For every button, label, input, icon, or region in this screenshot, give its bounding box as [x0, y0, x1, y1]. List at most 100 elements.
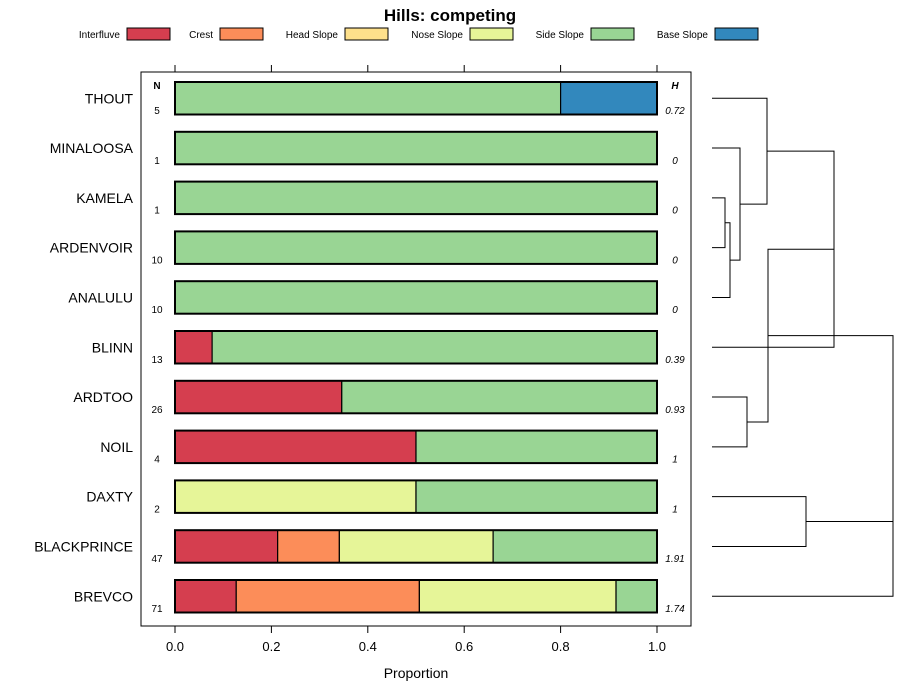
bar-outline	[174, 180, 658, 216]
n-header: N	[153, 81, 160, 92]
legend-label-head-slope: Head Slope	[286, 30, 339, 41]
bar-segment-nose-slope	[174, 479, 417, 514]
bar-segment-side-slope	[415, 430, 658, 464]
x-tick-label: 0.0	[166, 639, 184, 654]
bar-segment-side-slope	[174, 131, 658, 165]
row-label: BLINN	[92, 339, 133, 355]
h-header: H	[671, 81, 679, 92]
row-label: ARDTOO	[73, 389, 133, 405]
h-value: 1	[672, 455, 678, 466]
row-label: THOUT	[85, 90, 134, 106]
bar-outline	[174, 579, 658, 614]
h-value: 0.39	[665, 355, 685, 366]
dendrogram-link	[712, 521, 894, 597]
h-value: 0	[672, 305, 678, 316]
bar-outline	[174, 81, 658, 116]
x-tick-label: 0.6	[455, 639, 473, 654]
bar-segment-side-slope	[615, 579, 658, 614]
x-tick-label: 0.2	[262, 639, 280, 654]
bar-segment-side-slope	[341, 380, 658, 414]
legend-swatch-head-slope	[344, 27, 389, 41]
bar-segment-side-slope	[211, 330, 658, 365]
bar-outline	[174, 379, 658, 415]
h-value: 0.93	[665, 405, 685, 416]
bar-segment-interfluve	[174, 330, 213, 365]
n-value: 13	[151, 355, 163, 366]
chart-title: Hills: competing	[384, 6, 516, 25]
bar-outline	[174, 429, 658, 465]
h-value: 1	[672, 504, 678, 515]
row-label: BLACKPRINCE	[34, 538, 133, 554]
legend-label-base-slope: Base Slope	[657, 30, 709, 41]
h-value: 0	[672, 206, 678, 217]
row-label: ARDENVOIR	[50, 240, 133, 256]
bar-segment-side-slope	[174, 81, 562, 116]
bar-outline	[174, 529, 658, 564]
x-axis: 0.0 0.2 0.4 0.6 0.8 1.0	[166, 65, 666, 654]
bar-segment-side-slope	[174, 181, 658, 215]
bar-segment-crest	[235, 579, 420, 614]
bar-outline	[174, 230, 658, 265]
dendrogram	[712, 97, 894, 597]
row-label: BREVCO	[74, 588, 133, 604]
bar-segment-base-slope	[559, 81, 658, 116]
bar-segment-side-slope	[415, 479, 658, 514]
bar-outline	[174, 280, 658, 315]
x-tick-label: 0.8	[552, 639, 570, 654]
h-value: 0.72	[665, 106, 685, 117]
n-value: 2	[154, 504, 160, 515]
h-value: 0	[672, 156, 678, 167]
n-value: 1	[154, 156, 160, 167]
x-tick-label: 1.0	[648, 639, 666, 654]
bar-segment-interfluve	[174, 529, 279, 564]
legend-swatch-crest	[219, 27, 264, 41]
n-value: 1	[154, 206, 160, 217]
bar-segment-interfluve	[174, 380, 343, 414]
bar-segment-side-slope	[174, 280, 658, 315]
n-value: 10	[151, 255, 163, 266]
bar-outline	[174, 330, 658, 365]
h-value: 1.74	[665, 604, 685, 615]
row-label: KAMELA	[76, 190, 133, 206]
dendrogram-link	[768, 335, 894, 559]
bar-segment-nose-slope	[338, 529, 494, 564]
row-label: ANALULU	[68, 289, 133, 305]
bar-segment-nose-slope	[418, 579, 617, 614]
n-value: 5	[154, 106, 160, 117]
legend-label-crest: Crest	[189, 30, 213, 41]
dendrogram-link	[712, 147, 741, 261]
legend-label-interfluve: Interfluve	[79, 30, 121, 41]
bar-segment-interfluve	[174, 430, 417, 464]
dendrogram-link	[712, 496, 807, 547]
bar-outline	[174, 479, 658, 514]
h-value: 0	[672, 255, 678, 266]
n-value: 47	[151, 554, 163, 565]
legend-swatch-side-slope	[590, 27, 635, 41]
plot-frame	[140, 71, 692, 627]
bar-segment-side-slope	[492, 529, 658, 564]
x-axis-title: Proportion	[384, 665, 449, 681]
row-label: NOIL	[100, 439, 133, 455]
legend-label-side-slope: Side Slope	[536, 30, 585, 41]
bar-segment-crest	[277, 529, 340, 564]
dendrogram-link	[712, 396, 748, 448]
h-value: 1.91	[665, 554, 684, 565]
x-tick-label: 0.4	[359, 639, 377, 654]
legend-swatch-interfluve	[126, 27, 171, 41]
n-value: 10	[151, 305, 163, 316]
bar-segment-interfluve	[174, 579, 237, 614]
n-value: 26	[151, 405, 163, 416]
legend-swatch-base-slope	[714, 27, 759, 41]
bar-segment-side-slope	[174, 230, 658, 265]
n-value: 71	[151, 604, 163, 615]
row-label: DAXTY	[86, 489, 133, 505]
legend-swatch-nose-slope	[469, 27, 514, 41]
legend: Interfluve Crest Head Slope Nose Slope Side …	[79, 27, 759, 41]
n-value: 4	[154, 455, 160, 466]
row-label: MINALOOSA	[50, 140, 134, 156]
dendrogram-link	[712, 222, 731, 298]
bar-outline	[174, 130, 658, 166]
legend-label-nose-slope: Nose Slope	[411, 30, 463, 41]
